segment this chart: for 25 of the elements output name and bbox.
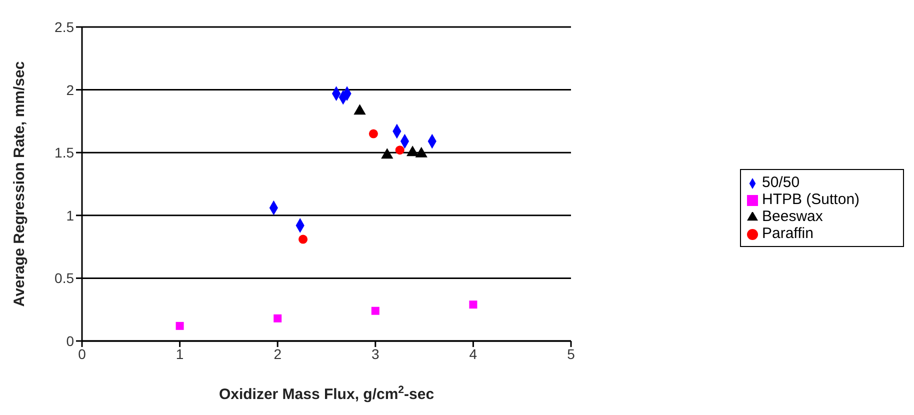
y-tick-label: 0.5 (54, 270, 74, 286)
point (371, 306, 380, 315)
x-tick-label: 4 (469, 346, 478, 362)
legend-label: 50/50 (762, 174, 800, 191)
point (298, 234, 308, 244)
x-tick-label: 0 (78, 346, 86, 362)
x-tick-label: 5 (567, 346, 576, 362)
x-tick-label: 1 (176, 346, 184, 362)
x-axis-title: Oxidizer Mass Flux, g/cm$^{2}$-sec (218, 384, 434, 403)
point (469, 300, 478, 309)
point (395, 146, 404, 155)
legend-label: HTPB (Sutton) (762, 191, 860, 208)
y-tick-label: 1 (66, 207, 74, 224)
legend-label: Paraffin (762, 225, 814, 242)
point (274, 314, 282, 322)
y-tick-label: 2.5 (54, 18, 74, 35)
y-axis-title: Average Regression Rate, mm/sec (11, 61, 28, 307)
point (368, 129, 378, 138)
legend-label: Beeswax (762, 208, 823, 225)
x-tick-label: 2 (274, 346, 282, 362)
y-tick-label: 1.5 (54, 144, 74, 161)
y-tick-label: 0 (66, 332, 74, 349)
y-tick-label: 2 (66, 82, 74, 98)
x-tick-label: 3 (372, 346, 380, 362)
point (176, 322, 184, 330)
